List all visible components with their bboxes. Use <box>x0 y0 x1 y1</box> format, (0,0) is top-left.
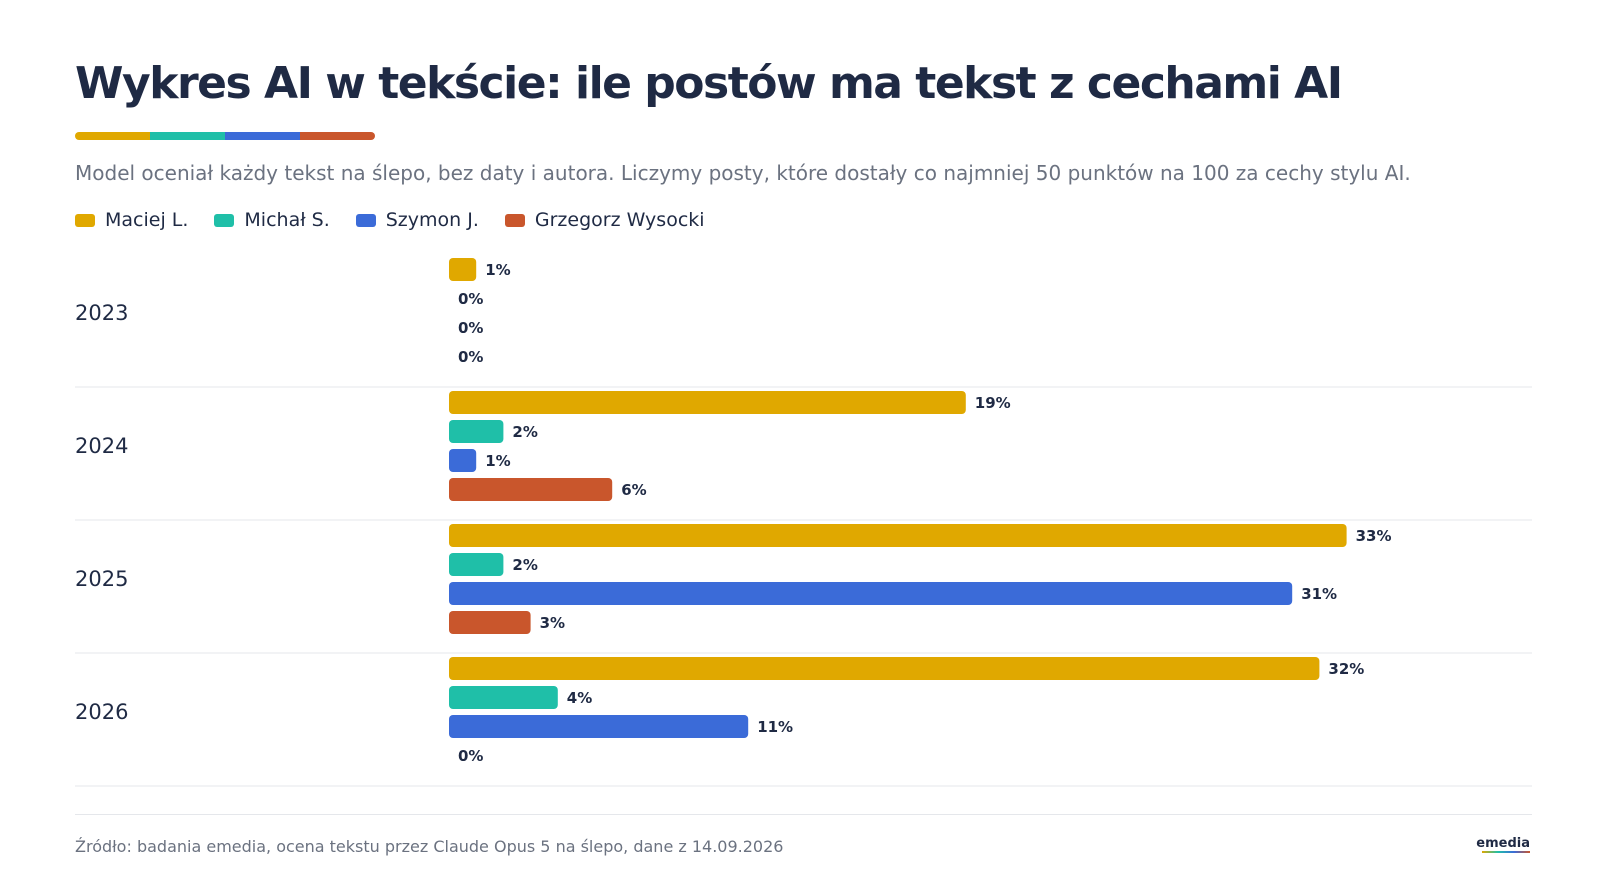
value-label-2023-3: 0% <box>458 348 483 366</box>
value-label-2024-0: 19% <box>975 394 1011 412</box>
legend-label: Szymon J. <box>385 209 479 231</box>
chart-subtitle: Model oceniał każdy tekst na ślepo, bez … <box>75 161 1411 185</box>
logo-text: emedia <box>1476 836 1530 851</box>
value-label-2025-0: 33% <box>1356 527 1392 545</box>
bar-2026-0 <box>449 657 1320 680</box>
legend-swatch <box>75 213 95 227</box>
bar-2025-2 <box>449 582 1293 605</box>
legend-item-szymon: Szymon J. <box>355 209 479 231</box>
legend-swatch <box>355 213 376 227</box>
source-note: Źródło: badania emedia, ocena tekstu prz… <box>75 837 784 856</box>
year-label-2023: 2023 <box>75 301 128 325</box>
year-label-2026: 2026 <box>75 700 128 724</box>
title-accent-bar <box>75 132 375 140</box>
bar-2026-2 <box>449 715 749 738</box>
footer-divider <box>75 814 1532 815</box>
value-label-2023-2: 0% <box>458 319 483 337</box>
accent-segment-yellow <box>75 132 150 140</box>
emedia-logo: emedia <box>1476 837 1530 853</box>
legend-swatch <box>504 213 525 227</box>
legend-item-maciej: Maciej L. <box>75 209 188 231</box>
bar-2024-1 <box>449 420 504 443</box>
bar-2025-1 <box>449 553 504 576</box>
value-label-2023-1: 0% <box>458 290 483 308</box>
value-label-2024-2: 1% <box>485 452 510 470</box>
legend-item-michal: Michał S. <box>214 209 330 231</box>
bar-2025-0 <box>449 524 1347 547</box>
value-label-2023-0: 1% <box>485 261 510 279</box>
bar-2023-0 <box>449 258 477 281</box>
bar-2026-1 <box>449 686 558 709</box>
accent-segment-blue <box>225 132 300 140</box>
chart-title: Wykres AI w tekście: ile postów ma tekst… <box>75 58 1343 109</box>
value-label-2024-1: 2% <box>512 423 537 441</box>
value-label-2026-0: 32% <box>1328 660 1364 678</box>
year-label-2025: 2025 <box>75 567 128 591</box>
bar-2025-3 <box>449 611 531 634</box>
value-label-2025-3: 3% <box>540 614 565 632</box>
value-label-2026-2: 11% <box>757 718 793 736</box>
value-label-2026-3: 0% <box>458 747 483 765</box>
value-label-2024-3: 6% <box>621 481 646 499</box>
value-label-2025-2: 31% <box>1301 585 1337 603</box>
logo-underline <box>1482 851 1530 853</box>
legend-label: Michał S. <box>244 209 330 231</box>
legend-item-grzegorz: Grzegorz Wysocki <box>504 209 705 231</box>
bar-2024-2 <box>449 449 477 472</box>
legend-swatch <box>214 213 235 227</box>
bar-2024-0 <box>449 391 966 414</box>
legend: Maciej L. Michał S. Szymon J. Grzegorz W… <box>75 209 731 231</box>
value-label-2025-1: 2% <box>512 556 537 574</box>
year-label-2024: 2024 <box>75 434 128 458</box>
bar-2024-3 <box>449 478 613 501</box>
value-label-2026-1: 4% <box>567 689 592 707</box>
accent-segment-teal <box>150 132 225 140</box>
legend-label: Grzegorz Wysocki <box>534 209 705 231</box>
legend-label: Maciej L. <box>105 209 189 231</box>
accent-segment-orange <box>300 132 375 140</box>
